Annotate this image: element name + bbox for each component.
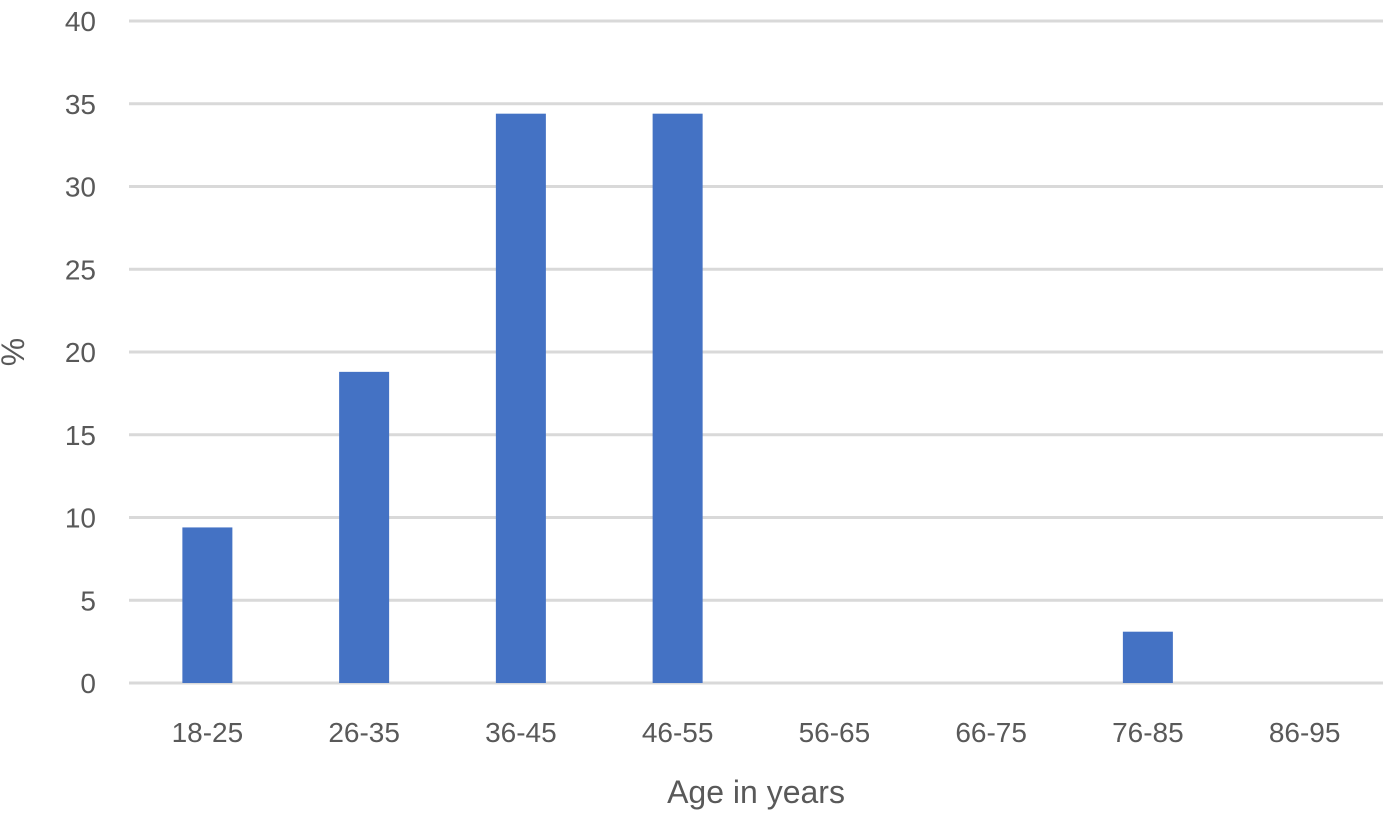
x-axis-ticks: 18-25 26-35 36-45 46-55 56-65 66-75 76-85 86-95: [172, 717, 1341, 748]
x-tick-label: 66-75: [955, 717, 1027, 748]
bar: [339, 371, 390, 683]
y-tick-label: 20: [65, 337, 96, 368]
x-tick-label: 36-45: [485, 717, 557, 748]
y-tick-label: 40: [65, 6, 96, 37]
x-tick-label: 56-65: [799, 717, 871, 748]
bar: [495, 113, 546, 684]
bars: [182, 113, 1173, 684]
x-tick-label: 76-85: [1112, 717, 1184, 748]
bar: [182, 527, 233, 683]
y-tick-label: 15: [65, 420, 96, 451]
y-axis-ticks: 0 5 10 15 20 25 30 35 40: [65, 6, 96, 699]
y-tick-label: 25: [65, 254, 96, 285]
y-tick-label: 0: [80, 668, 96, 699]
gridlines: [129, 19, 1383, 685]
y-tick-label: 5: [80, 585, 96, 616]
x-tick-label: 26-35: [328, 717, 400, 748]
x-tick-label: 18-25: [172, 717, 244, 748]
x-tick-label: 46-55: [642, 717, 714, 748]
x-tick-label: 86-95: [1269, 717, 1341, 748]
y-tick-label: 30: [65, 172, 96, 203]
y-tick-label: 35: [65, 89, 96, 120]
y-tick-label: 10: [65, 503, 96, 534]
y-axis-label: %: [0, 338, 31, 366]
bar: [652, 113, 703, 684]
bar: [1122, 631, 1173, 683]
x-axis-label: Age in years: [667, 774, 845, 810]
